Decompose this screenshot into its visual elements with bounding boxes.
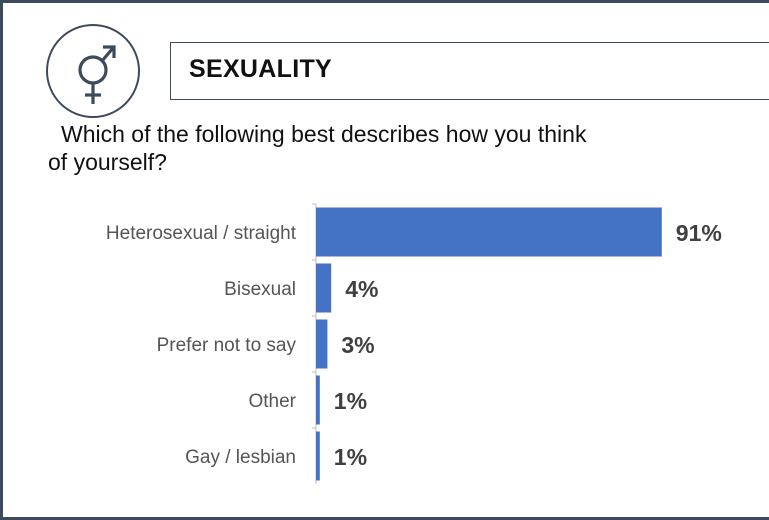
value-label: 91%	[676, 220, 722, 246]
value-label: 3%	[341, 332, 374, 358]
bar-1	[316, 263, 332, 313]
page-title: SEXUALITY	[189, 55, 332, 83]
category-label: Gay / lesbian	[185, 447, 296, 468]
title-box: SEXUALITY	[170, 42, 769, 100]
question-line-2: of yourself?	[48, 149, 167, 175]
value-label: 4%	[345, 276, 378, 302]
question-text: Which of the following best describes ho…	[48, 120, 751, 176]
gender-symbol-icon	[46, 24, 140, 118]
bar-3	[316, 375, 320, 425]
question-line-1: Which of the following best describes ho…	[61, 121, 587, 147]
bar-4	[316, 431, 320, 481]
category-label: Bisexual	[224, 279, 296, 300]
value-label: 1%	[334, 388, 367, 414]
category-label: Other	[248, 391, 296, 412]
bar-0	[316, 207, 662, 257]
category-label: Prefer not to say	[157, 335, 297, 356]
value-label: 1%	[334, 444, 367, 470]
bar-2	[316, 319, 328, 369]
category-label: Heterosexual / straight	[106, 223, 297, 244]
